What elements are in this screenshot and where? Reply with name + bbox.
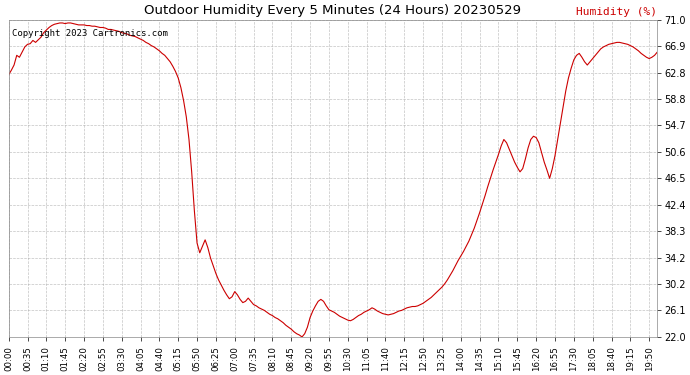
Title: Outdoor Humidity Every 5 Minutes (24 Hours) 20230529: Outdoor Humidity Every 5 Minutes (24 Hou…	[144, 4, 522, 17]
Text: Humidity (%): Humidity (%)	[576, 6, 658, 16]
Text: Copyright 2023 Cartronics.com: Copyright 2023 Cartronics.com	[12, 29, 168, 38]
